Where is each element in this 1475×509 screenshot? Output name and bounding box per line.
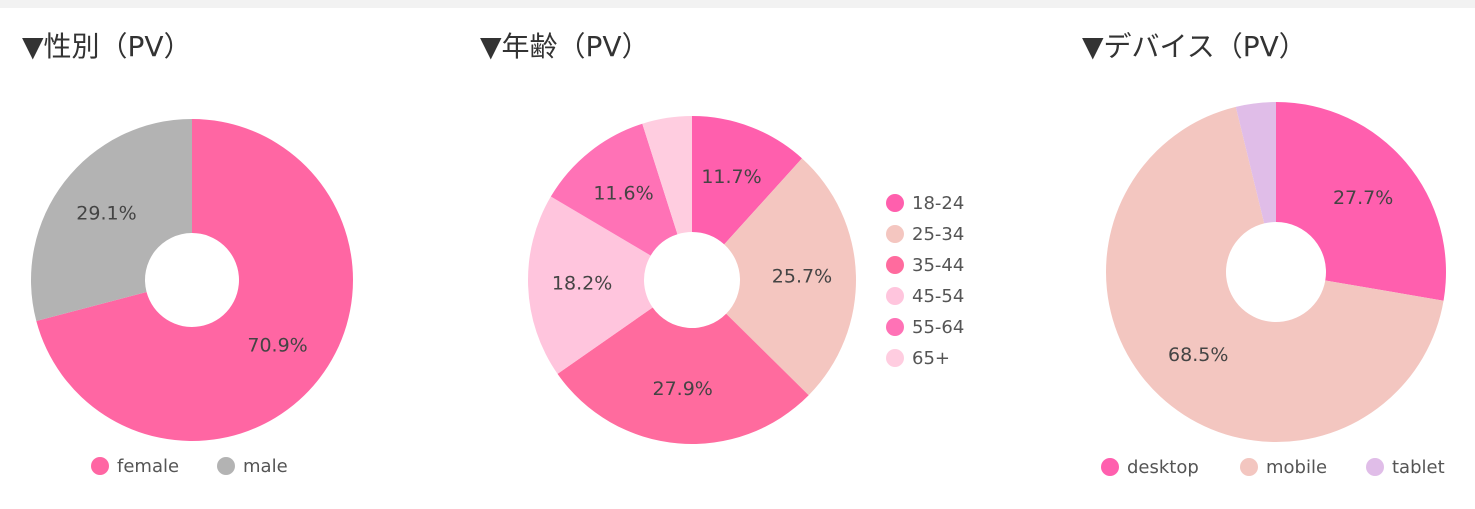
legend-swatch xyxy=(886,256,904,274)
top-band xyxy=(0,0,1475,8)
pie-slice xyxy=(724,158,856,396)
pie-slice xyxy=(557,307,809,444)
slice-label: 11.7% xyxy=(701,166,761,188)
legend-swatch xyxy=(886,287,904,305)
legend-label: 35-44 xyxy=(912,255,964,276)
pie-slice xyxy=(528,196,653,374)
pie-slice xyxy=(692,116,802,245)
legend-label: desktop xyxy=(1127,457,1199,478)
chart-title: ▼デバイス（PV） xyxy=(1082,30,1307,63)
slice-label: 68.5% xyxy=(1168,344,1228,366)
pie-slice xyxy=(550,123,678,256)
legend-swatch xyxy=(886,194,904,212)
legend-swatch xyxy=(886,318,904,336)
pie-slice xyxy=(30,119,193,322)
legend-swatch xyxy=(886,349,904,367)
legend-label: 65+ xyxy=(912,348,950,369)
pie-slice xyxy=(1235,102,1276,224)
legend-label: tablet xyxy=(1392,457,1445,478)
chart-title: ▼性別（PV） xyxy=(22,30,192,63)
legend-label: male xyxy=(243,456,288,477)
slice-label: 18.2% xyxy=(552,273,612,295)
legend-label: female xyxy=(117,456,179,477)
chart-title: ▼年齢（PV） xyxy=(480,30,650,63)
legend-label: 18-24 xyxy=(912,193,964,214)
legend-swatch xyxy=(886,225,904,243)
legend-label: 55-64 xyxy=(912,317,964,338)
legend-swatch xyxy=(1240,458,1258,476)
legend-label: 45-54 xyxy=(912,286,964,307)
slice-label: 27.9% xyxy=(653,378,713,400)
legend-swatch xyxy=(1101,458,1119,476)
pie-slice xyxy=(36,119,354,441)
pie-slice xyxy=(1105,106,1444,442)
legend-swatch xyxy=(1366,458,1384,476)
slice-label: 27.7% xyxy=(1333,187,1393,209)
pie-slice xyxy=(1276,102,1446,301)
slice-label: 29.1% xyxy=(76,203,136,225)
legend-label: 25-34 xyxy=(912,224,964,245)
legend-label: mobile xyxy=(1266,457,1327,478)
slice-label: 11.6% xyxy=(593,182,653,204)
slice-label: 70.9% xyxy=(247,334,307,356)
slice-label: 25.7% xyxy=(772,265,832,287)
legend-swatch xyxy=(217,457,235,475)
legend-swatch xyxy=(91,457,109,475)
pie-slice xyxy=(642,116,692,235)
